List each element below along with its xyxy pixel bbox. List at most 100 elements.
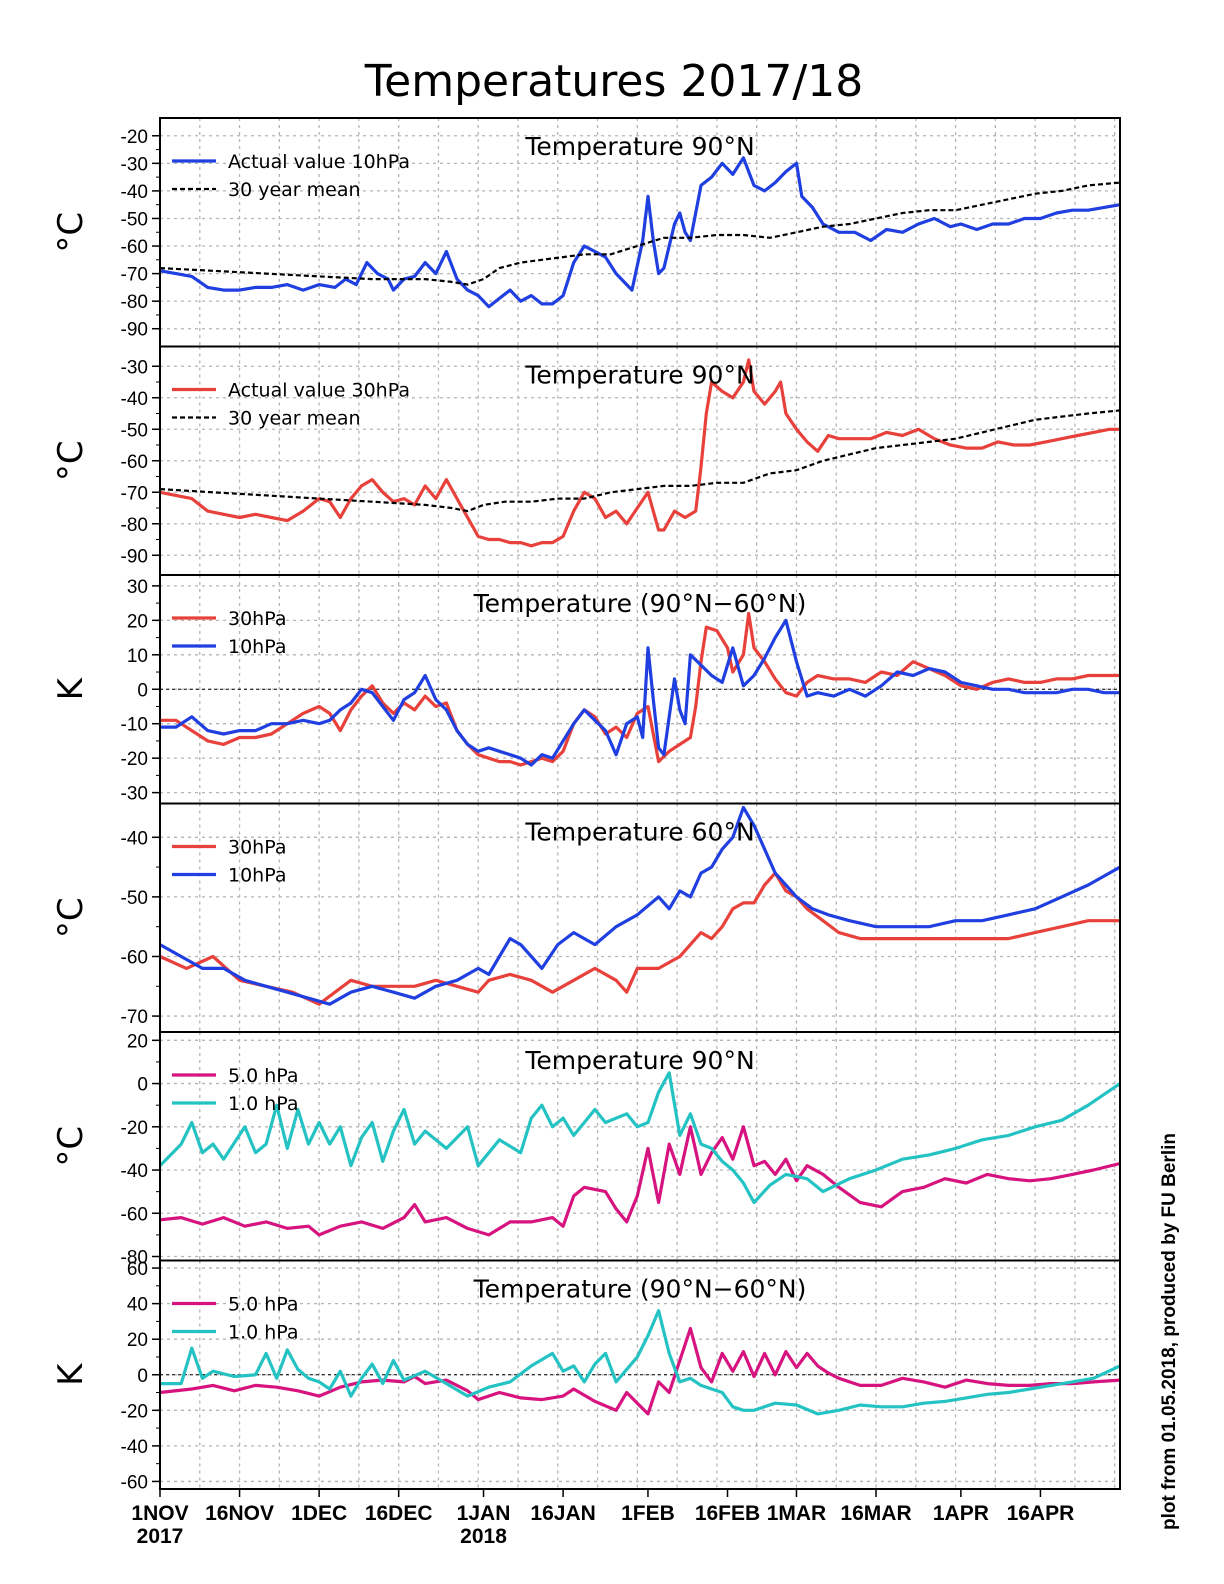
panel-6: -60 -40 -20 0 20 40 60 K Temperature (90°N−60°N)… bbox=[51, 1259, 1121, 1493]
y-tick-label: -60 bbox=[121, 1472, 148, 1493]
panel-title: Temperature (90°N−60°N) bbox=[473, 1275, 807, 1304]
x-tick-label: 16DEC bbox=[365, 1502, 433, 1525]
y-axis-label: °C bbox=[51, 440, 91, 481]
y-tick-label: 20 bbox=[127, 611, 148, 632]
series-line-2 bbox=[160, 618, 1120, 767]
y-axis-label: °C bbox=[51, 897, 91, 938]
y-tick-label: -60 bbox=[121, 237, 148, 258]
series-line-2 bbox=[158, 1071, 1121, 1205]
y-tick-label: 60 bbox=[127, 1259, 148, 1280]
y-tick-label: 20 bbox=[127, 1330, 148, 1351]
y-axis-label: K bbox=[51, 1362, 91, 1386]
legend-label: 5.0 hPa bbox=[228, 1065, 299, 1087]
y-tick-label: -20 bbox=[121, 749, 148, 770]
x-tick-label: 16APR bbox=[1007, 1502, 1075, 1525]
series-line-1 bbox=[159, 1125, 1121, 1237]
legend-label: 30hPa bbox=[228, 608, 286, 630]
legend-label: 1.0 hPa bbox=[228, 1322, 299, 1344]
panel-frame bbox=[159, 1259, 1121, 1490]
x-tick-label: 1JAN bbox=[457, 1502, 511, 1525]
x-tick-year: 2018 bbox=[460, 1525, 507, 1548]
series-line-2 bbox=[160, 1309, 1121, 1416]
panel-title: Temperature (90°N−60°N) bbox=[473, 589, 807, 618]
series-line-1 bbox=[159, 156, 1121, 309]
y-tick-label: -60 bbox=[121, 947, 148, 968]
legend-label: 5.0 hPa bbox=[228, 1294, 299, 1316]
y-tick-label: -70 bbox=[121, 483, 148, 504]
y-tick-label: -40 bbox=[121, 389, 148, 410]
y-tick-label: 10 bbox=[127, 646, 148, 667]
panel-4: -70 -60 -50 -40 °C Temperature 60°N 30hPa 10hPa bbox=[51, 802, 1121, 1033]
y-tick-label: -90 bbox=[121, 320, 148, 341]
panel-2: -90 -80 -70 -60 -50 -40 -30 °C Temperature 90°N A… bbox=[51, 345, 1121, 576]
y-tick-label: -10 bbox=[121, 715, 148, 736]
series-line-1 bbox=[159, 1326, 1121, 1416]
y-axis-label: K bbox=[51, 676, 91, 700]
y-axis-label: °C bbox=[51, 212, 91, 253]
y-tick-label: -50 bbox=[121, 420, 148, 441]
y-tick-label: 20 bbox=[127, 1031, 148, 1052]
y-tick-label: -60 bbox=[121, 452, 148, 473]
series-line-mean bbox=[159, 181, 1121, 286]
legend-label: 1.0 hPa bbox=[228, 1093, 299, 1115]
panels: -90 -80 -70 -60 -50 -40 -30 -20 °C Temperature 90… bbox=[51, 117, 1121, 1493]
panel-title: Temperature 90°N bbox=[524, 361, 754, 390]
legend-label: 10hPa bbox=[228, 636, 286, 658]
x-tick-label: 16MAR bbox=[840, 1502, 911, 1525]
y-tick-label: -70 bbox=[121, 265, 148, 286]
legend-label: 30 year mean bbox=[228, 408, 361, 430]
panel-title: Temperature 60°N bbox=[524, 818, 754, 847]
panel-title: Temperature 90°N bbox=[524, 1046, 754, 1075]
panel-1: -90 -80 -70 -60 -50 -40 -30 -20 °C Temperature 90… bbox=[51, 117, 1121, 348]
y-tick-label: -80 bbox=[121, 1248, 148, 1269]
legend-label: Actual value 10hPa bbox=[228, 151, 410, 173]
legend-label: 30hPa bbox=[228, 837, 286, 859]
figure-credit: plot from 01.05.2018, produced by FU Ber… bbox=[1159, 1133, 1180, 1530]
series-line-1 bbox=[160, 611, 1120, 767]
series-line-mean bbox=[159, 409, 1121, 513]
legend-label: 30 year mean bbox=[228, 179, 361, 201]
legend-label: 10hPa bbox=[228, 865, 286, 887]
panel-5: -80 -60 -40 -20 0 20 °C Temperature 90°N 5.0 hPa… bbox=[51, 1031, 1121, 1269]
y-tick-label: 0 bbox=[137, 1366, 148, 1387]
y-tick-label: 0 bbox=[137, 1075, 148, 1096]
y-tick-label: -70 bbox=[121, 1007, 148, 1028]
y-tick-label: -20 bbox=[121, 1401, 148, 1422]
y-tick-label: -40 bbox=[121, 182, 148, 203]
y-axis-label: °C bbox=[51, 1126, 91, 1167]
series-line-1 bbox=[159, 358, 1120, 548]
x-tick-label: 16JAN bbox=[530, 1502, 595, 1525]
x-tick-label: 1DEC bbox=[291, 1502, 347, 1525]
figure-title: Temperatures 2017/18 bbox=[364, 56, 863, 107]
x-tick-label: 16NOV bbox=[205, 1502, 274, 1525]
legend-label: Actual value 30hPa bbox=[228, 380, 410, 402]
series-line-2 bbox=[159, 805, 1121, 1006]
y-tick-label: -80 bbox=[121, 292, 148, 313]
y-tick-label: 0 bbox=[137, 680, 148, 701]
y-tick-label: -30 bbox=[121, 357, 148, 378]
y-tick-label: -40 bbox=[121, 1161, 148, 1182]
y-tick-label: -90 bbox=[121, 546, 148, 567]
x-tick-label: 1NOV bbox=[131, 1502, 188, 1525]
series-line-1 bbox=[159, 871, 1120, 1006]
y-tick-label: -40 bbox=[121, 828, 148, 849]
y-tick-label: -50 bbox=[121, 888, 148, 909]
y-tick-label: -30 bbox=[121, 154, 148, 175]
y-tick-label: 40 bbox=[127, 1295, 148, 1316]
y-tick-label: -20 bbox=[121, 127, 148, 148]
y-tick-label: 30 bbox=[127, 577, 148, 598]
y-tick-label: -40 bbox=[121, 1437, 148, 1458]
panel-3: -30 -20 -10 0 10 20 30 K Temperature (90°N−60°N)… bbox=[51, 574, 1121, 805]
x-tick-label: 1MAR bbox=[767, 1502, 827, 1525]
y-tick-label: -80 bbox=[121, 515, 148, 536]
y-tick-label: -30 bbox=[121, 784, 148, 805]
y-tick-label: -20 bbox=[121, 1118, 148, 1139]
x-tick-label: 1FEB bbox=[621, 1502, 675, 1525]
x-tick-label: 16FEB bbox=[695, 1502, 760, 1525]
panel-title: Temperature 90°N bbox=[524, 132, 754, 161]
y-tick-label: -50 bbox=[121, 209, 148, 230]
x-tick-year: 2017 bbox=[137, 1525, 184, 1548]
x-tick-label: 1APR bbox=[933, 1502, 989, 1525]
